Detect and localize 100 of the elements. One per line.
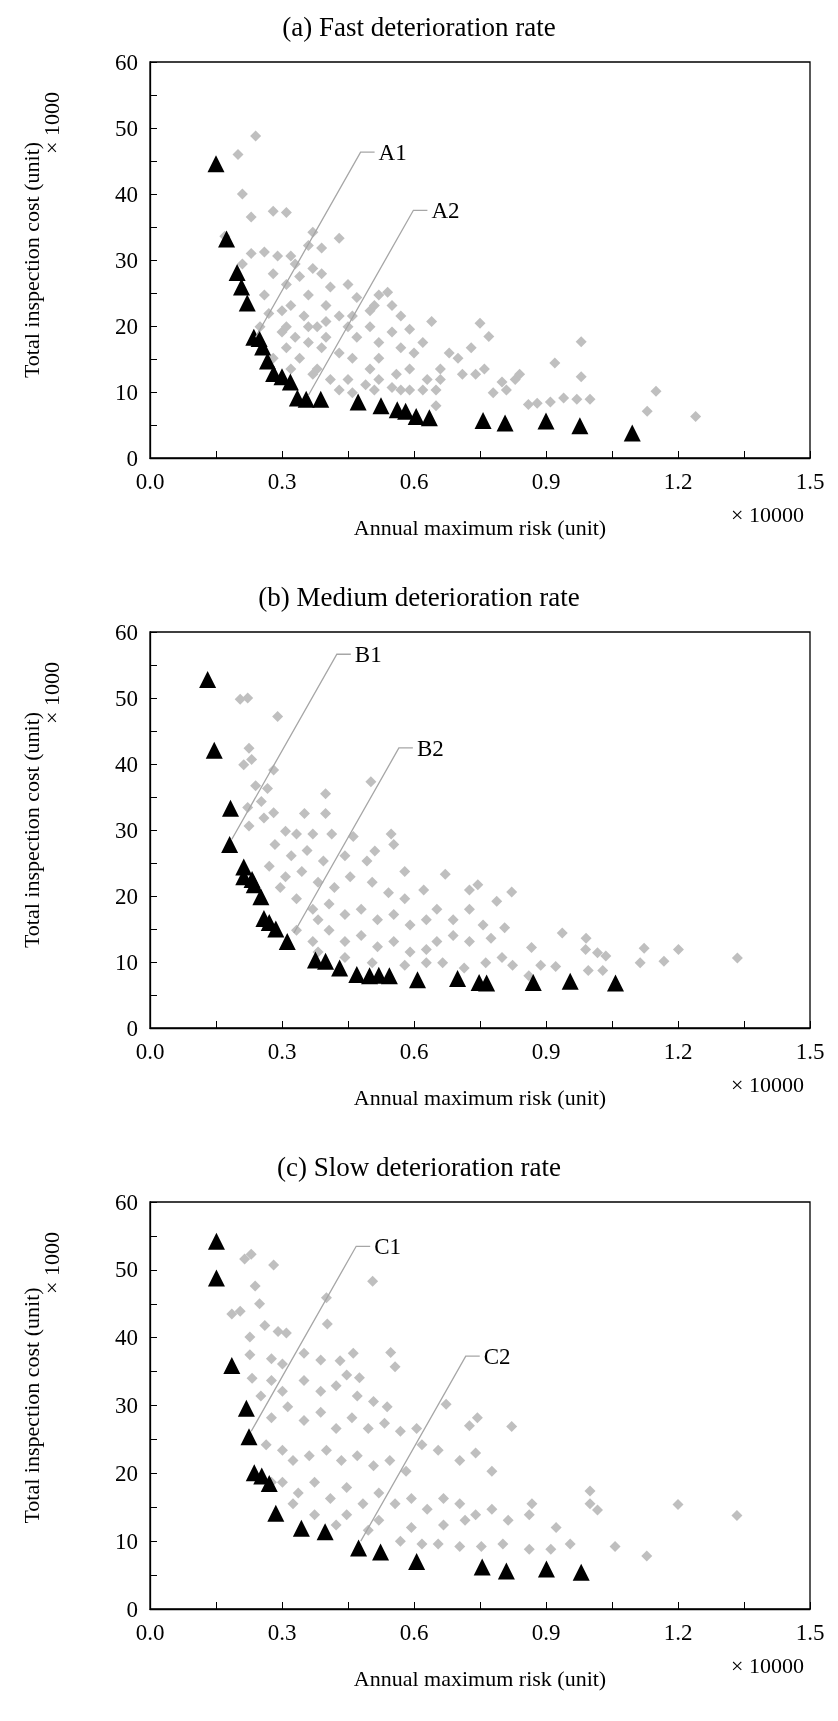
point xyxy=(561,972,579,990)
point xyxy=(199,671,217,689)
point xyxy=(252,888,270,906)
point xyxy=(222,799,240,817)
point xyxy=(407,407,425,425)
point xyxy=(397,402,415,420)
point xyxy=(537,412,555,430)
point xyxy=(473,1558,491,1576)
point xyxy=(331,959,349,977)
point xyxy=(207,1269,225,1287)
x-tick-label: 1.5 xyxy=(795,1039,825,1064)
point xyxy=(537,1560,555,1578)
x-tick-label: 0.3 xyxy=(267,1620,297,1645)
x-tick-label: 0.9 xyxy=(531,1039,561,1064)
point xyxy=(478,974,496,992)
text: × 10000 xyxy=(731,1071,805,1097)
point xyxy=(409,971,427,989)
y-tick-label: 20 xyxy=(115,1460,138,1486)
point xyxy=(292,1519,310,1537)
y-tick-label: 20 xyxy=(115,313,138,339)
point xyxy=(348,966,366,984)
annotation: A1 xyxy=(378,140,407,166)
text: × 10000 xyxy=(731,501,805,527)
point xyxy=(278,933,296,951)
y-tick-label: 10 xyxy=(115,1528,138,1554)
text: × 10000 xyxy=(731,1652,805,1678)
point xyxy=(228,264,246,282)
point xyxy=(571,417,589,435)
y-tick-label: 30 xyxy=(115,247,138,273)
y-tick-label: 60 xyxy=(115,1189,138,1215)
point xyxy=(297,390,315,408)
chart-title: (a) Fast deterioration rate xyxy=(282,11,556,42)
x-tick-label: 1.5 xyxy=(795,469,825,494)
y-tick-label: 40 xyxy=(115,751,138,777)
point xyxy=(316,1523,334,1541)
point xyxy=(281,373,299,391)
point xyxy=(349,393,367,411)
point xyxy=(317,952,335,970)
point xyxy=(205,741,223,759)
point xyxy=(623,424,641,442)
chart-title: (c) Slow deterioration rate xyxy=(276,1151,562,1182)
point xyxy=(380,967,398,985)
point xyxy=(260,1475,278,1493)
point xyxy=(372,1543,390,1561)
point xyxy=(496,414,514,432)
point xyxy=(237,1399,255,1417)
annotation: A2 xyxy=(431,198,460,224)
y-tick-label: 60 xyxy=(115,49,138,75)
x-axis-title: Annual maximum risk (unit) xyxy=(353,514,607,540)
point xyxy=(474,411,492,429)
x-tick-label: 0.3 xyxy=(267,469,297,494)
point xyxy=(223,1356,241,1374)
y-tick-label: 50 xyxy=(115,685,138,711)
x-axis-title: Annual maximum risk (unit) xyxy=(353,1084,607,1110)
point xyxy=(218,230,236,248)
annotation: B2 xyxy=(416,735,444,761)
x-axis-title: Annual maximum risk (unit) xyxy=(353,1665,607,1691)
y-tick-label: 30 xyxy=(115,817,138,843)
annotation: C1 xyxy=(374,1234,402,1260)
y-tick-label: 50 xyxy=(115,115,138,141)
y-tick-label: 30 xyxy=(115,1393,138,1418)
point xyxy=(312,390,330,408)
x-tick-label: 0.0 xyxy=(135,1620,165,1645)
x-tick-label: 0.0 xyxy=(135,1039,165,1064)
x-tick-label: 1.2 xyxy=(663,1039,693,1064)
y-tick-label: 40 xyxy=(115,181,138,207)
point xyxy=(267,1504,285,1522)
x-tick-label: 0.6 xyxy=(399,1620,429,1645)
point xyxy=(524,973,542,991)
point xyxy=(350,1539,368,1557)
chart-title: (b) Medium deterioration rate xyxy=(258,581,580,612)
point xyxy=(420,409,438,427)
point xyxy=(238,294,256,312)
point xyxy=(221,836,239,854)
annotation: C2 xyxy=(483,1344,511,1370)
point xyxy=(607,974,625,992)
annotation: B1 xyxy=(354,642,382,668)
y-tick-label: 20 xyxy=(115,883,138,909)
y-tick-label: 0 xyxy=(126,1015,138,1041)
y-tick-label: 0 xyxy=(126,1596,138,1622)
x-tick-label: 1.2 xyxy=(663,469,693,494)
x-tick-label: 0.9 xyxy=(531,1620,561,1645)
y-tick-label: 10 xyxy=(115,949,138,975)
y-tick-label: 50 xyxy=(115,1257,138,1283)
point xyxy=(267,920,285,938)
x-tick-label: 0.9 xyxy=(531,469,561,494)
x-tick-label: 0.3 xyxy=(267,1039,297,1064)
x-tick-label: 0.6 xyxy=(399,1039,429,1064)
y-tick-label: 40 xyxy=(115,1325,138,1351)
point xyxy=(408,1553,426,1571)
point xyxy=(449,970,467,987)
point xyxy=(497,1562,515,1580)
point xyxy=(207,155,225,173)
y-tick-label: 0 xyxy=(126,445,138,471)
point xyxy=(207,1232,225,1250)
y-tick-label: 10 xyxy=(115,379,138,405)
point xyxy=(572,1563,590,1581)
point xyxy=(372,397,390,415)
point xyxy=(240,1428,258,1446)
x-tick-label: 0.6 xyxy=(399,469,429,494)
